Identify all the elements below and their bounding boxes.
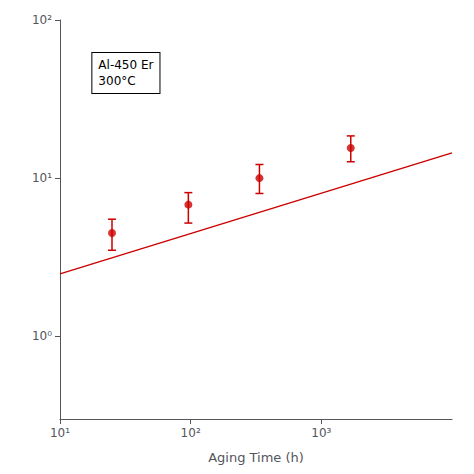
svg-text:10¹: 10¹ <box>32 171 52 185</box>
svg-text:10²: 10² <box>32 13 52 27</box>
svg-text:Aging Time (h): Aging Time (h) <box>208 450 304 465</box>
svg-text:10³: 10³ <box>311 426 331 440</box>
svg-text:10¹: 10¹ <box>50 426 70 440</box>
svg-text:10⁰: 10⁰ <box>32 329 52 343</box>
svg-text:300°C: 300°C <box>98 74 135 88</box>
svg-text:Al-450 Er: Al-450 Er <box>98 58 153 72</box>
svg-text:10²: 10² <box>181 426 201 440</box>
